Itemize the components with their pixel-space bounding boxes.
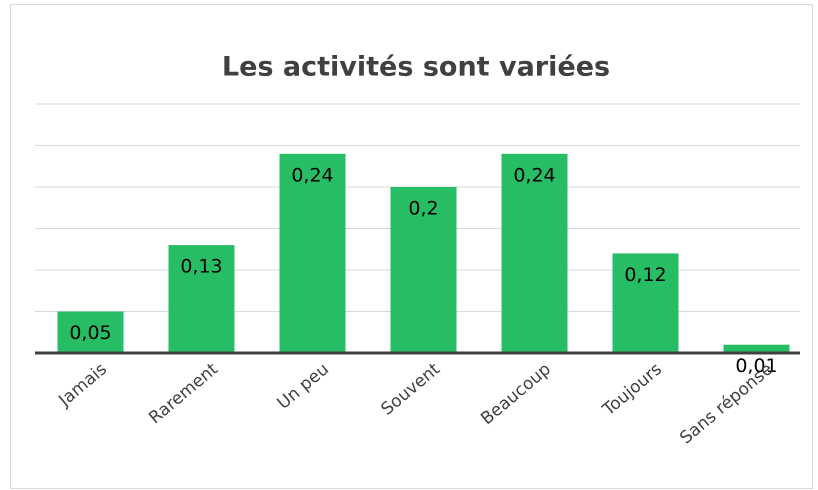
bar — [390, 187, 457, 353]
bar — [501, 153, 568, 353]
value-label: 0,24 — [291, 164, 333, 186]
value-label: 0,01 — [735, 355, 777, 377]
bar — [57, 311, 124, 353]
value-label: 0,05 — [69, 322, 111, 344]
bar — [723, 344, 790, 353]
value-label: 0,13 — [180, 256, 222, 278]
bar — [279, 153, 346, 353]
bar — [612, 253, 679, 353]
value-label: 0,12 — [624, 264, 666, 286]
value-label: 0,24 — [513, 164, 555, 186]
value-label: 0,2 — [408, 198, 438, 220]
bar — [168, 245, 235, 353]
chart-title: Les activités sont variées — [222, 52, 610, 83]
